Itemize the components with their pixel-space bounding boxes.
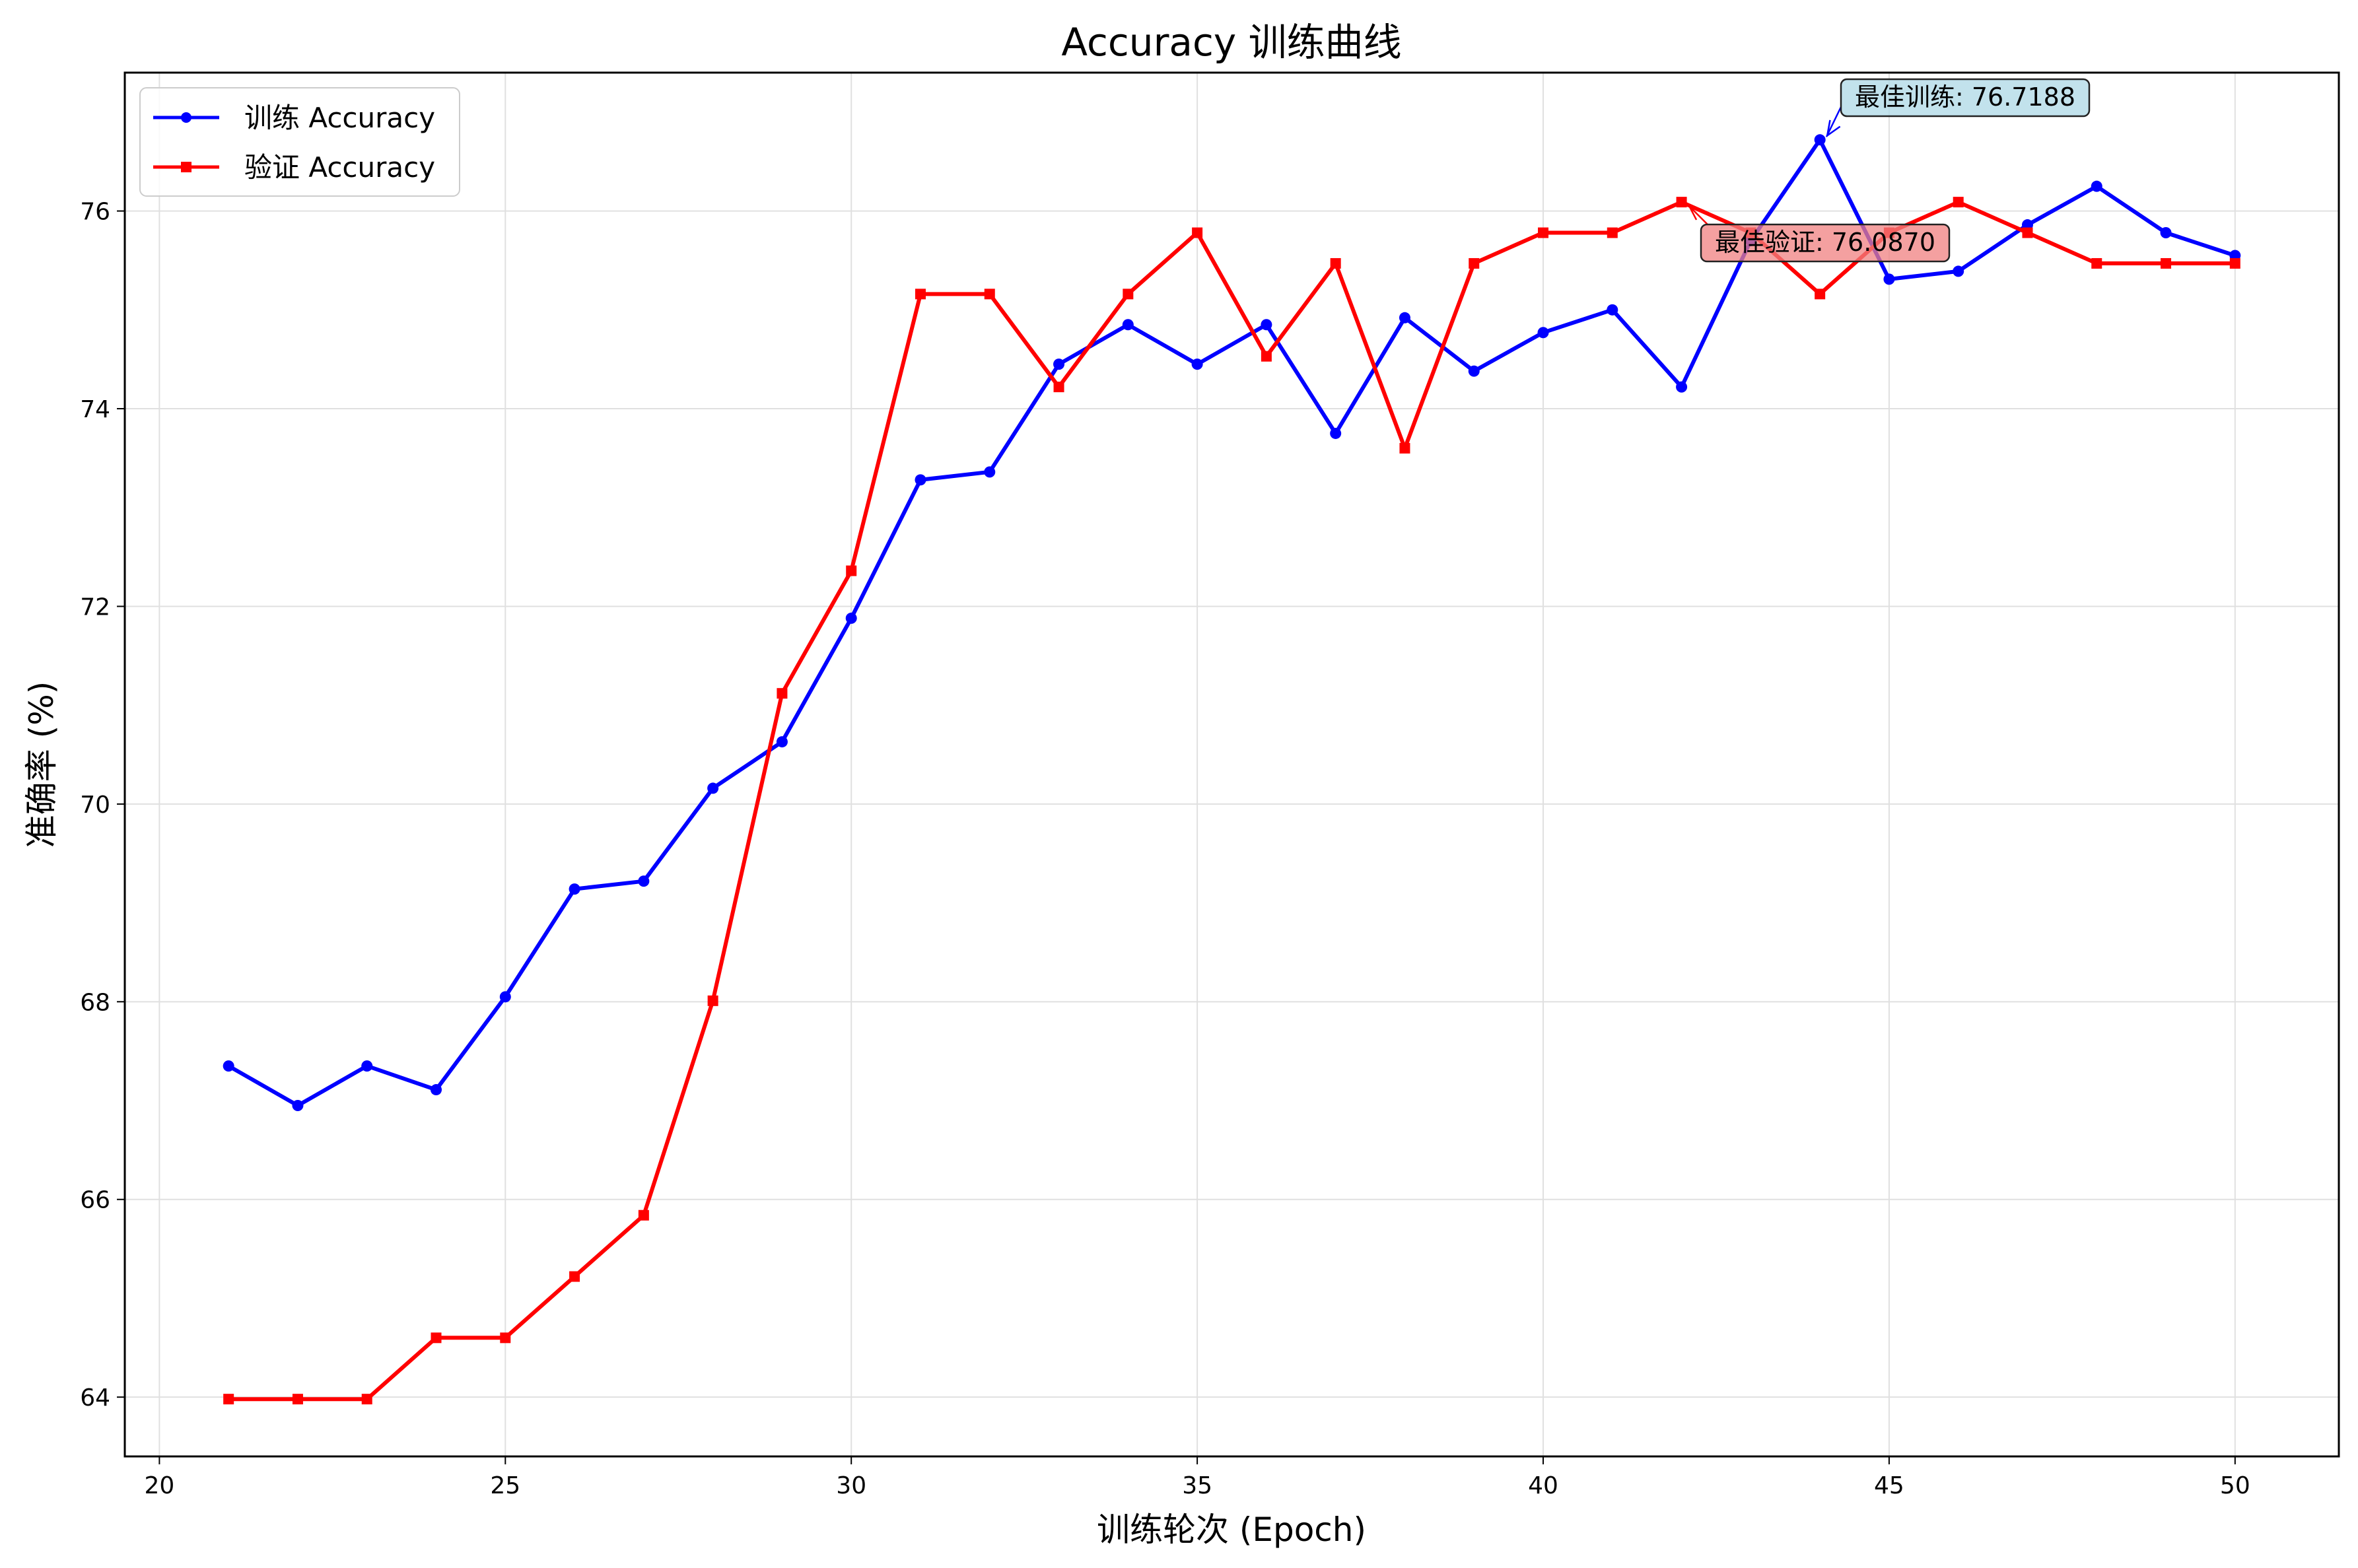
data-point-1 (361, 1394, 372, 1405)
data-point-0 (292, 1100, 304, 1112)
data-point-1 (500, 1332, 511, 1344)
data-point-1 (1676, 197, 1687, 208)
data-point-0 (1330, 427, 1342, 439)
y-tick-label: 74 (80, 396, 110, 423)
data-point-0 (1261, 319, 1272, 331)
annotation-label: 最佳验证: 76.0870 (1715, 228, 1935, 257)
data-point-0 (1883, 273, 1895, 285)
annotation-arrow (1826, 106, 1842, 137)
legend-label-train: 训练 Accuracy (244, 102, 435, 134)
data-point-0 (2091, 180, 2102, 192)
data-point-0 (1191, 358, 1203, 370)
legend-marker-val (181, 162, 191, 172)
data-point-1 (2229, 257, 2240, 269)
data-point-0 (1537, 327, 1549, 339)
data-point-1 (1607, 227, 1618, 238)
data-point-1 (2091, 257, 2102, 269)
x-tick-label: 50 (2220, 1472, 2250, 1499)
data-point-1 (2022, 227, 2033, 238)
data-point-0 (2160, 227, 2172, 239)
legend-marker-train (181, 112, 191, 123)
annotation-arrow (1687, 204, 1708, 225)
annotation-box (1700, 223, 1951, 263)
data-point-1 (638, 1210, 649, 1221)
data-point-0 (1399, 312, 1410, 324)
data-point-0 (984, 466, 996, 478)
data-point-1 (292, 1394, 303, 1405)
annotation-label: 最佳训练: 76.7188 (1855, 83, 2075, 112)
y-axis-title: 准确率 (%) (22, 681, 61, 848)
annotation-arrowhead (1687, 204, 1705, 221)
x-tick-label: 20 (144, 1472, 174, 1499)
data-point-1 (846, 565, 857, 576)
legend: 训练 Accuracy 验证 Accuracy (139, 87, 460, 197)
data-point-0 (1122, 319, 1134, 331)
data-point-0 (1953, 265, 1964, 277)
data-point-1 (1469, 257, 1480, 269)
annotation-arrowhead (1826, 119, 1841, 138)
data-point-0 (1468, 365, 1480, 377)
x-tick-label: 30 (836, 1472, 866, 1499)
data-point-1 (1192, 227, 1203, 238)
data-point-0 (915, 474, 926, 486)
ticks: 20 25 30 35 40 45 50 64 66 68 70 72 74 76 (80, 199, 2250, 1499)
data-point-1 (1538, 227, 1549, 238)
data-point-0 (1676, 381, 1688, 393)
data-point-0 (845, 612, 857, 624)
data-point-0 (1607, 304, 1618, 316)
legend-label-val: 验证 Accuracy (244, 151, 435, 184)
data-point-1 (984, 289, 995, 300)
chart-title: Accuracy 训练曲线 (1061, 20, 1401, 65)
data-point-0 (1053, 358, 1065, 370)
data-point-0 (638, 875, 650, 887)
series-line-0 (227, 137, 2236, 1108)
annotations: 最佳训练: 76.7188 最佳验证: 76.0870 (1687, 78, 2091, 263)
x-axis-title: 训练轮次 (Epoch) (1097, 1511, 1366, 1549)
y-tick-label: 66 (80, 1187, 110, 1214)
x-tick-label: 25 (490, 1472, 520, 1499)
x-tick-label: 35 (1182, 1472, 1212, 1499)
data-point-1 (1399, 442, 1410, 454)
data-point-0 (223, 1060, 234, 1072)
data-point-1 (1330, 257, 1341, 269)
data-point-1 (2161, 257, 2172, 269)
y-tick-label: 76 (80, 199, 110, 226)
data-point-1 (707, 995, 718, 1006)
y-tick-label: 64 (80, 1384, 110, 1412)
annotation-box (1840, 78, 2091, 118)
y-tick-label: 70 (80, 792, 110, 819)
data-point-0 (569, 883, 580, 895)
data-point-1 (569, 1271, 580, 1282)
data-point-1 (1261, 351, 1272, 362)
data-point-1 (1123, 289, 1134, 300)
data-point-0 (431, 1084, 442, 1096)
grid (125, 73, 2339, 1456)
data-point-0 (499, 991, 511, 1003)
legend-box (139, 87, 460, 197)
data-point-1 (1953, 197, 1964, 208)
data-point-1 (777, 688, 788, 699)
data-point-0 (707, 782, 719, 794)
x-tick-label: 40 (1528, 1472, 1558, 1499)
y-tick-label: 68 (80, 989, 110, 1016)
data-point-0 (361, 1060, 373, 1072)
data-point-0 (776, 736, 788, 748)
data-point-0 (1814, 134, 1826, 146)
data-point-1 (1053, 382, 1064, 393)
x-tick-label: 45 (1874, 1472, 1904, 1499)
data-point-1 (1815, 289, 1826, 300)
data-point-1 (431, 1332, 442, 1344)
data-point-1 (915, 289, 926, 300)
plot-frame (123, 71, 2340, 1458)
y-tick-label: 72 (80, 594, 110, 621)
data-point-1 (223, 1394, 234, 1405)
